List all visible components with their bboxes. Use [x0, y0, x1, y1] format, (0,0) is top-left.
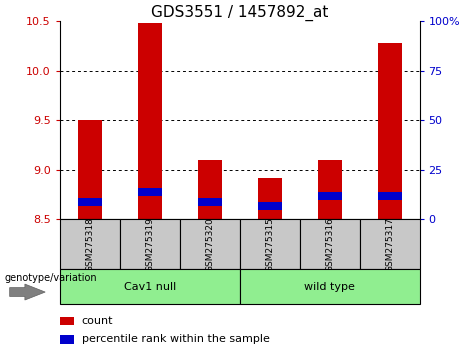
Bar: [60, 335, 74, 343]
Bar: [60, 317, 74, 325]
Bar: [258, 178, 282, 219]
Bar: [378, 192, 402, 200]
FancyArrow shape: [10, 284, 45, 300]
Bar: [78, 120, 102, 219]
Text: Cav1 null: Cav1 null: [124, 282, 176, 292]
Text: GSM275319: GSM275319: [145, 217, 154, 272]
Bar: [138, 188, 162, 196]
Bar: [240, 219, 300, 269]
Bar: [318, 192, 342, 200]
Bar: [138, 23, 162, 219]
Bar: [258, 202, 282, 210]
Bar: [198, 198, 222, 206]
Bar: [60, 219, 120, 269]
Text: count: count: [82, 316, 113, 326]
Bar: [378, 43, 402, 219]
Text: wild type: wild type: [304, 282, 355, 292]
Bar: [180, 219, 240, 269]
Bar: [240, 269, 420, 304]
Text: genotype/variation: genotype/variation: [5, 273, 97, 283]
Text: GSM275320: GSM275320: [205, 217, 214, 272]
Bar: [300, 219, 360, 269]
Title: GDS3551 / 1457892_at: GDS3551 / 1457892_at: [151, 5, 328, 21]
Text: GSM275316: GSM275316: [325, 217, 334, 272]
Bar: [120, 219, 180, 269]
Text: percentile rank within the sample: percentile rank within the sample: [82, 335, 269, 344]
Text: GSM275318: GSM275318: [85, 217, 95, 272]
Text: GSM275315: GSM275315: [265, 217, 274, 272]
Bar: [360, 219, 420, 269]
Bar: [318, 160, 342, 219]
Text: GSM275317: GSM275317: [385, 217, 394, 272]
Bar: [198, 160, 222, 219]
Bar: [78, 198, 102, 206]
Bar: [60, 269, 240, 304]
